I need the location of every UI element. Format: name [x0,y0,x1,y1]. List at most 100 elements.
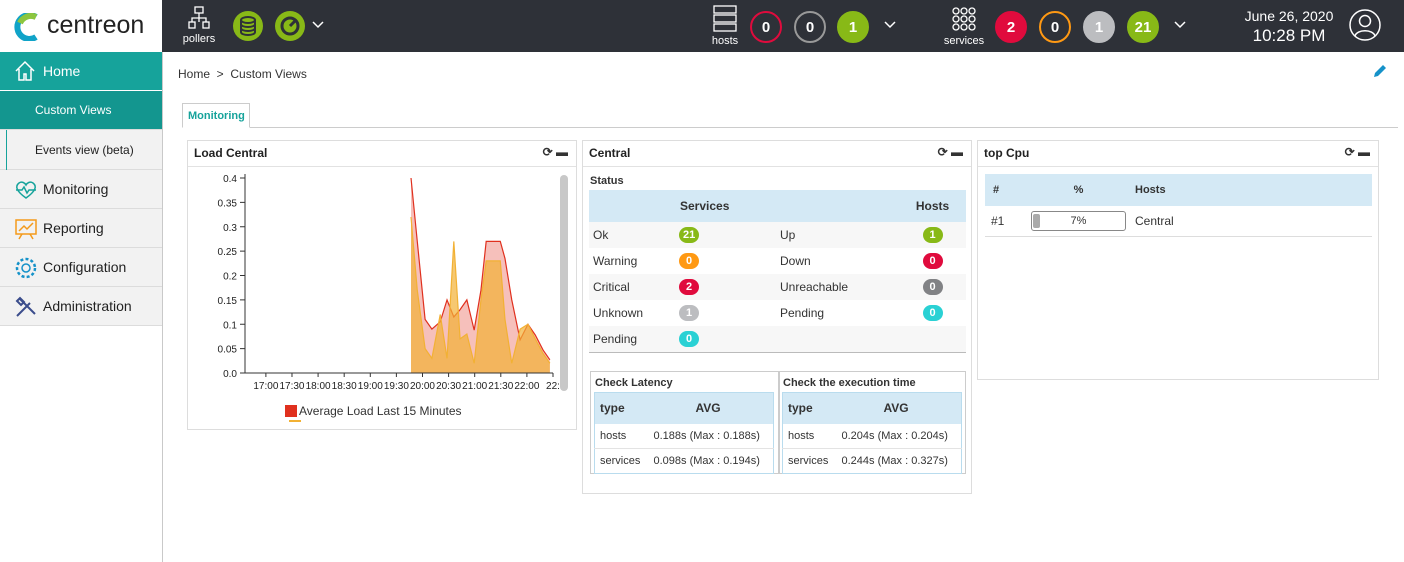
status-label: Critical [589,274,679,300]
latency-table: typeAVGhosts0.188s (Max : 0.188s)service… [594,392,774,474]
chevron[interactable] [312,20,324,30]
avg: 0.188s (Max : 0.188s) [650,424,774,449]
widget-title-text: Central [589,146,630,160]
menu-item[interactable]: Reporting [0,209,162,248]
x-tick-label: 21:00 [462,381,487,392]
host-count[interactable]: 0 [794,11,826,43]
logo-text: centreon [47,11,144,40]
menu-label: Home [43,63,80,79]
widget-title: Load Central⟳ ▬ [188,141,576,167]
status-label: Pending [779,300,899,326]
cell [899,326,966,352]
header-row: typeAVG [783,393,962,424]
top-cpu-table: # % Hosts #1 7% Central [985,174,1372,237]
database-icon[interactable] [232,10,264,42]
row: services0.244s (Max : 0.327s) [783,449,962,474]
menu-item[interactable]: Home [0,52,162,91]
pollers-label: pollers [178,33,220,45]
y-tick-label: 0.1 [223,320,237,331]
execution-box: Check the execution time typeAVGhosts0.2… [778,371,966,474]
chevron[interactable] [884,20,896,30]
widget-controls[interactable]: ⟳ ▬ [1345,145,1370,159]
status-label: Up [779,222,899,248]
cell: 1 [899,222,966,248]
services-icon[interactable] [951,6,977,32]
host-count[interactable]: 1 [837,11,869,43]
cell: 1 [679,300,779,326]
widget-controls[interactable]: ⟳ ▬ [543,145,568,159]
section-title: Check Latency [591,372,779,389]
widget: Central ⟳ ▬ Status ServicesHostsOk21Up1Wa… [582,140,972,494]
host: Central [1127,206,1372,236]
status-row: Unknown1Pending0 [589,300,966,326]
chevron[interactable] [1174,20,1186,30]
cpu-label: 7% [1032,215,1125,227]
y-tick-label: 0.05 [218,345,238,356]
top-bar: centreon pollers hosts 0 0 1 services 2 … [0,0,1404,52]
section-title: Check the execution time [779,372,965,389]
header-row: ServicesHosts [589,190,966,222]
y-tick-label: 0.0 [223,369,237,380]
service-count[interactable]: 1 [1083,11,1115,43]
widget-title: top Cpu⟳ ▬ [978,141,1378,167]
user-icon[interactable] [1349,9,1381,41]
menu-label: Custom Views [35,103,111,117]
legend-label: Average Load Last 15 Minutes [299,404,462,418]
x-tick-label: 20:00 [410,381,435,392]
y-tick-label: 0.3 [223,223,237,234]
y-tick-label: 0.4 [223,174,237,185]
x-tick-label: 19:30 [384,381,409,392]
section-title: Status [590,175,624,187]
x-tick-label: 20:30 [436,381,461,392]
chart: 0.00.050.10.150.20.250.30.350.417:0017:3… [188,167,560,425]
column-header: Hosts [899,190,966,222]
cell: 0 [679,326,779,352]
row: services0.098s (Max : 0.194s) [595,449,774,474]
widget-controls[interactable]: ⟳ ▬ [938,145,963,159]
breadcrumb-item[interactable]: Custom Views [230,67,306,81]
scrollbar[interactable] [560,175,568,391]
gauge-icon[interactable] [274,10,306,42]
column-header: # [985,174,1030,206]
hosts-icon[interactable] [713,5,737,33]
service-count[interactable]: 2 [995,11,1027,43]
status-row: Pending0 [589,326,966,352]
x-tick-label: 17:30 [279,381,304,392]
status-label: Warning [589,248,679,274]
status-label: Pending [589,326,679,352]
edit-icon[interactable] [1372,63,1388,79]
service-count: 0 [679,331,699,347]
rank: #1 [985,206,1030,236]
row: hosts0.188s (Max : 0.188s) [595,424,774,449]
cell: 0 [899,248,966,274]
x-tick-label: 21:30 [488,381,513,392]
row: hosts0.204s (Max : 0.204s) [783,424,962,449]
column-header: AVG [838,393,962,424]
tab[interactable]: Monitoring [182,103,250,128]
breadcrumb-item[interactable]: Home [178,67,210,81]
column-header: type [595,393,650,424]
submenu-item[interactable]: Events view (beta) [0,130,162,170]
status-label: Unknown [589,300,679,326]
avg: 0.098s (Max : 0.194s) [650,449,774,474]
service-count[interactable]: 21 [1127,11,1159,43]
host-count[interactable]: 0 [750,11,782,43]
menu-item[interactable]: Monitoring [0,170,162,209]
service-count[interactable]: 0 [1039,11,1071,43]
y-tick-label: 0.35 [218,198,238,209]
legend-swatch [285,405,297,417]
menu-item[interactable]: Administration [0,287,162,326]
widget-title: Central ⟳ ▬ [583,141,971,167]
breadcrumb: Home > Custom Views [178,67,307,81]
status-label: Ok [589,222,679,248]
x-tick-label: 18:30 [332,381,357,392]
cell [589,190,679,222]
status-row: Ok21Up1 [589,222,966,248]
menu-item[interactable]: Configuration [0,248,162,287]
logo[interactable]: centreon [0,0,162,52]
submenu-item[interactable]: Custom Views [0,91,162,130]
type: hosts [783,424,838,449]
pollers-icon[interactable] [188,6,210,30]
menu-label: Monitoring [43,181,108,197]
